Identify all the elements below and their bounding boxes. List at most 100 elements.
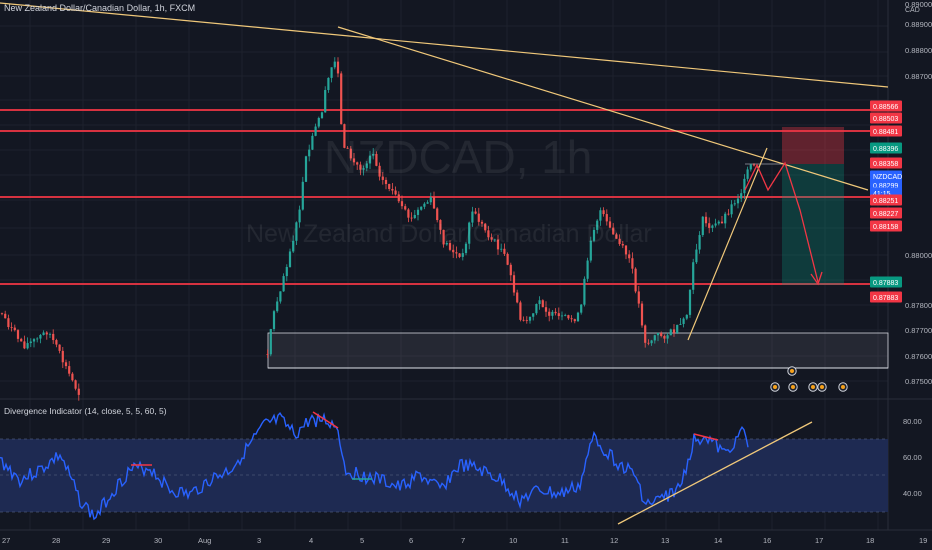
price-candle <box>407 209 410 218</box>
time-axis-label: 18 <box>866 536 874 545</box>
price-candle <box>605 214 608 222</box>
price-candle <box>653 335 656 341</box>
event-marker-dot <box>791 385 795 389</box>
price-candle <box>506 253 509 265</box>
price-tag-bg <box>870 207 902 219</box>
price-tag-bg <box>870 100 902 112</box>
price-candle <box>496 239 500 250</box>
price-candle <box>410 217 413 219</box>
price-candle <box>71 373 74 381</box>
price-candle <box>77 388 80 395</box>
price-candle <box>548 311 551 316</box>
price-tag-bg <box>870 142 902 154</box>
chart-title: New Zealand Dollar/Canadian Dollar, 1h, … <box>4 3 196 13</box>
price-candle <box>23 341 26 349</box>
time-axis-label: 27 <box>2 536 10 545</box>
price-candle <box>573 319 576 322</box>
time-axis-label: 19 <box>919 536 927 545</box>
price-candle <box>474 211 477 214</box>
price-candle <box>724 213 727 224</box>
price-candle <box>525 320 528 321</box>
price-candle <box>68 366 71 374</box>
price-candle <box>26 343 29 349</box>
price-candle <box>596 220 599 230</box>
time-axis-label: 28 <box>52 536 60 545</box>
price-candle <box>634 268 637 292</box>
price-candle <box>272 311 276 330</box>
event-marker-dot <box>811 385 815 389</box>
price-candle <box>336 61 340 74</box>
price-tick-label: 0.87500 <box>905 377 932 386</box>
price-tag: 0.87883 <box>873 280 898 287</box>
price-candle <box>372 153 375 156</box>
price-candle <box>554 311 557 314</box>
price-tick-label: 0.88700 <box>905 72 932 81</box>
time-axis-label: 13 <box>661 536 669 545</box>
time-axis-label: 11 <box>561 536 569 545</box>
price-candle <box>455 252 458 254</box>
price-candle <box>669 329 672 336</box>
price-candle <box>493 239 496 241</box>
price-candle <box>55 340 58 345</box>
price-candle <box>378 165 381 177</box>
price-tag: 0.88566 <box>873 104 898 111</box>
price-tag-bg <box>870 220 902 232</box>
price-candle <box>749 164 752 170</box>
price-candle <box>394 190 397 195</box>
time-axis-label: 17 <box>815 536 823 545</box>
price-candle <box>752 164 756 166</box>
price-candle <box>740 193 743 199</box>
price-candle <box>298 209 301 223</box>
price-candle <box>541 300 544 308</box>
price-candle <box>301 181 304 210</box>
price-tag-bg <box>870 157 902 169</box>
price-candle <box>32 339 36 342</box>
price-tick-label: 0.87800 <box>905 301 932 310</box>
price-candle <box>487 230 490 238</box>
time-axis-label: 30 <box>154 536 162 545</box>
price-candle <box>324 90 327 113</box>
price-candle <box>292 240 295 252</box>
price-candle <box>458 253 461 257</box>
price-tag: 0.88158 <box>873 224 898 231</box>
price-candle <box>589 240 592 261</box>
price-candle <box>20 338 23 342</box>
price-candle <box>61 350 64 363</box>
price-candle <box>471 211 474 223</box>
price-candle <box>416 209 420 215</box>
price-candle <box>327 77 330 91</box>
support-zone <box>267 332 889 369</box>
time-axis-label: 10 <box>509 536 517 545</box>
price-candle <box>484 223 487 231</box>
time-axis-label: 29 <box>102 536 110 545</box>
price-candle <box>695 249 698 263</box>
price-candle <box>461 253 464 257</box>
price-candle <box>544 307 548 312</box>
price-candle <box>714 223 717 226</box>
price-candle <box>701 216 704 236</box>
event-marker-dot <box>820 385 824 389</box>
price-candle <box>650 340 653 344</box>
time-axis-label: 3 <box>257 536 261 545</box>
price-candle <box>74 380 77 389</box>
price-candle <box>477 213 480 222</box>
price-candle <box>528 316 532 321</box>
price-candle <box>519 302 522 320</box>
price-candle <box>48 333 52 335</box>
price-candle <box>36 338 39 340</box>
price-candle <box>522 319 525 321</box>
price-tag: 0.87883 <box>873 295 898 302</box>
price-candle <box>618 238 621 245</box>
price-candle <box>330 67 333 78</box>
price-candle <box>362 168 365 170</box>
price-candle <box>445 243 448 245</box>
projection-arrowhead <box>810 271 823 286</box>
price-candle <box>404 206 407 210</box>
price-candle <box>608 221 612 228</box>
price-candle <box>666 335 669 339</box>
rsi-trendline <box>617 421 813 525</box>
price-candle <box>672 329 676 333</box>
price-candle <box>426 202 429 204</box>
trendline <box>0 2 889 88</box>
